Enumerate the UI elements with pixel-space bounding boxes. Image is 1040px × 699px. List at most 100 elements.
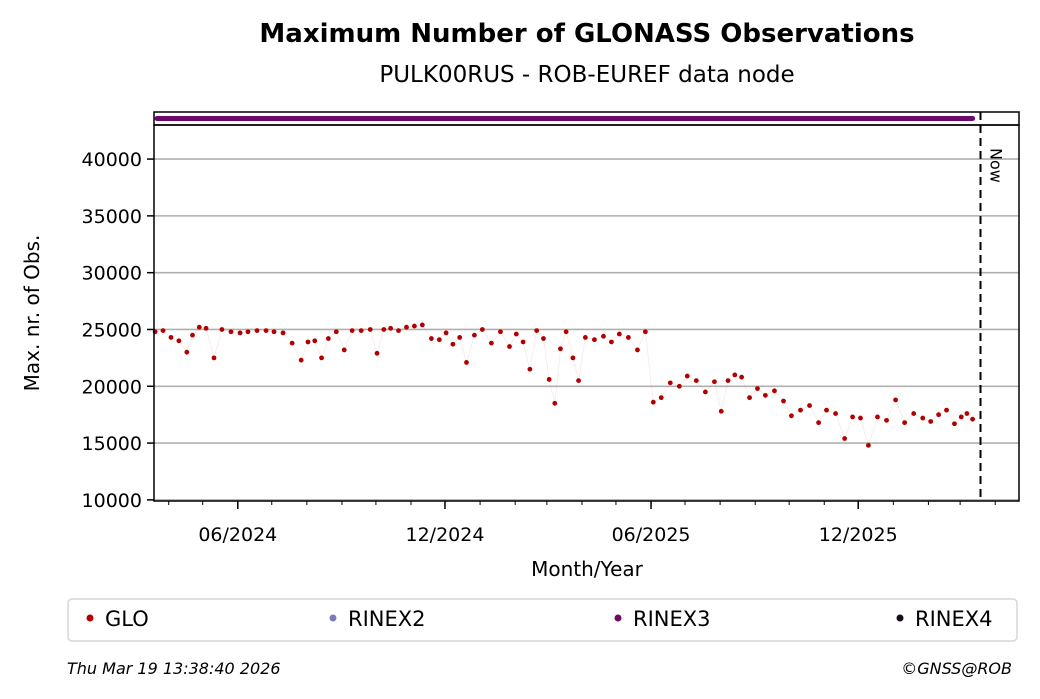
glo-point bbox=[833, 411, 838, 416]
glo-point bbox=[428, 336, 434, 341]
glo-point bbox=[592, 337, 597, 343]
chart-subtitle: PULK00RUS - ROB-EUREF data node bbox=[379, 62, 794, 88]
glo-point bbox=[271, 329, 277, 335]
glo-connector-line bbox=[155, 324, 973, 448]
glo-point bbox=[219, 327, 225, 332]
glo-point bbox=[650, 399, 656, 405]
glo-point bbox=[507, 344, 512, 349]
glo-point bbox=[237, 330, 243, 336]
y-tick-label: 20000 bbox=[82, 376, 142, 398]
y-axis: 10000 15000 20000 25000 30000 35000 40000 bbox=[82, 149, 154, 512]
glo-point bbox=[254, 328, 260, 334]
glo-point bbox=[936, 412, 942, 418]
glo-point bbox=[513, 331, 519, 337]
glo-point bbox=[944, 407, 949, 413]
y-tick-label: 30000 bbox=[82, 263, 142, 285]
glo-point bbox=[358, 328, 364, 334]
legend-label-glo: GLO bbox=[105, 607, 149, 631]
glo-point bbox=[635, 347, 640, 353]
glo-point bbox=[388, 325, 394, 331]
glo-point bbox=[576, 378, 581, 383]
glo-point bbox=[263, 328, 269, 334]
glo-point bbox=[866, 442, 871, 448]
glo-point bbox=[472, 332, 477, 338]
glo-point bbox=[693, 378, 699, 383]
glo-point bbox=[928, 419, 934, 424]
glo-point bbox=[893, 397, 898, 403]
glo-point bbox=[228, 329, 234, 335]
x-tick-label: 12/2024 bbox=[406, 524, 485, 546]
glo-point bbox=[570, 355, 576, 361]
glo-point bbox=[667, 380, 673, 386]
glo-point bbox=[558, 346, 563, 352]
legend-marker-rinex2 bbox=[329, 614, 337, 622]
glo-point bbox=[305, 339, 311, 345]
glo-point bbox=[280, 330, 286, 336]
legend: GLO RINEX2 RINEX3 RINEX4 bbox=[86, 607, 993, 631]
glo-point bbox=[450, 341, 456, 347]
glo-point bbox=[527, 366, 533, 372]
glo-point bbox=[349, 328, 355, 334]
grid-lines bbox=[154, 158, 1019, 501]
footer-credit: ©GNSS@ROB bbox=[901, 659, 1012, 678]
glo-point bbox=[412, 323, 417, 329]
glo-point bbox=[404, 324, 409, 330]
glo-point bbox=[396, 328, 401, 334]
glo-point bbox=[824, 407, 829, 413]
glo-point bbox=[176, 338, 182, 344]
glo-point bbox=[772, 388, 777, 394]
chart-title: Maximum Number of GLONASS Observations bbox=[259, 19, 914, 49]
glo-point bbox=[798, 407, 803, 413]
glo-point bbox=[582, 335, 588, 340]
glo-point bbox=[712, 379, 717, 385]
glo-point bbox=[196, 324, 202, 330]
glo-point bbox=[875, 414, 880, 420]
glo-point bbox=[902, 420, 908, 426]
glo-point bbox=[319, 355, 324, 361]
legend-box bbox=[67, 598, 1018, 642]
glo-point bbox=[884, 417, 889, 423]
glo-points bbox=[152, 322, 975, 448]
glo-point bbox=[333, 329, 339, 335]
glo-point bbox=[747, 395, 752, 401]
glo-point bbox=[160, 328, 166, 334]
glo-point bbox=[541, 336, 546, 341]
glo-point bbox=[789, 413, 794, 419]
glo-point bbox=[684, 373, 690, 379]
legend-marker-rinex4 bbox=[896, 614, 904, 622]
glo-point bbox=[168, 335, 174, 340]
glo-point bbox=[625, 335, 631, 340]
glo-point bbox=[850, 414, 855, 420]
glo-point bbox=[190, 332, 195, 338]
glo-point bbox=[419, 322, 425, 328]
glo-point bbox=[964, 411, 970, 416]
glo-point bbox=[601, 333, 606, 339]
now-label: Now bbox=[987, 148, 1006, 183]
glo-point bbox=[858, 415, 863, 421]
glo-point bbox=[781, 398, 786, 404]
x-tick-label: 06/2025 bbox=[612, 524, 691, 546]
glo-point bbox=[289, 340, 295, 346]
legend-label-rinex2: RINEX2 bbox=[348, 607, 426, 631]
glo-point bbox=[464, 360, 469, 365]
glo-point bbox=[341, 347, 347, 353]
glo-point bbox=[546, 377, 552, 382]
y-tick-label: 40000 bbox=[82, 149, 142, 171]
glo-point bbox=[658, 395, 664, 401]
legend-label-rinex4: RINEX4 bbox=[915, 607, 993, 631]
glo-point bbox=[702, 389, 708, 395]
y-tick-label: 15000 bbox=[82, 433, 142, 455]
y-axis-label: Max. nr. of Obs. bbox=[20, 235, 44, 392]
glo-point bbox=[676, 383, 682, 389]
glo-point bbox=[958, 414, 964, 420]
glo-point bbox=[563, 329, 569, 335]
glo-point bbox=[457, 335, 463, 340]
glo-point bbox=[807, 403, 812, 408]
glo-point bbox=[520, 339, 526, 345]
glo-point bbox=[479, 327, 485, 332]
glo-point bbox=[367, 327, 373, 332]
glo-point bbox=[245, 329, 251, 335]
glo-point bbox=[725, 378, 731, 383]
y-tick-label: 10000 bbox=[82, 490, 142, 512]
